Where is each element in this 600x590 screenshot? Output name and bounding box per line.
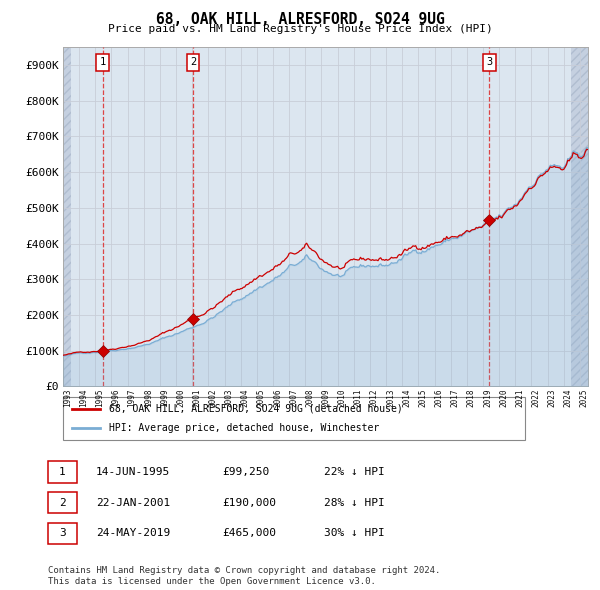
Text: 22% ↓ HPI: 22% ↓ HPI (324, 467, 385, 477)
Text: 1993: 1993 (63, 388, 72, 407)
Text: Price paid vs. HM Land Registry's House Price Index (HPI): Price paid vs. HM Land Registry's House … (107, 24, 493, 34)
Text: 2010: 2010 (338, 388, 347, 407)
Text: 2: 2 (59, 498, 66, 507)
Text: 2008: 2008 (305, 388, 314, 407)
Text: 2000: 2000 (176, 388, 185, 407)
Text: 2015: 2015 (418, 388, 427, 407)
FancyBboxPatch shape (63, 397, 525, 440)
Text: 2012: 2012 (370, 388, 379, 407)
Text: 3: 3 (59, 529, 66, 538)
Text: 2016: 2016 (434, 388, 443, 407)
Text: 1997: 1997 (128, 388, 137, 407)
Text: Contains HM Land Registry data © Crown copyright and database right 2024.
This d: Contains HM Land Registry data © Crown c… (48, 566, 440, 586)
Text: 2: 2 (190, 57, 196, 67)
Text: 14-JUN-1995: 14-JUN-1995 (96, 467, 170, 477)
Text: 2019: 2019 (483, 388, 492, 407)
Text: £190,000: £190,000 (222, 498, 276, 507)
Text: 22-JAN-2001: 22-JAN-2001 (96, 498, 170, 507)
Text: 68, OAK HILL, ALRESFORD, SO24 9UG (detached house): 68, OAK HILL, ALRESFORD, SO24 9UG (detac… (109, 404, 403, 414)
Text: 2020: 2020 (499, 388, 508, 407)
Text: 2018: 2018 (467, 388, 476, 407)
Text: 1: 1 (59, 467, 66, 477)
Text: £465,000: £465,000 (222, 529, 276, 538)
Text: 2021: 2021 (515, 388, 524, 407)
Text: 2003: 2003 (224, 388, 233, 407)
Text: 30% ↓ HPI: 30% ↓ HPI (324, 529, 385, 538)
Text: 2001: 2001 (192, 388, 201, 407)
Text: 2025: 2025 (580, 388, 589, 407)
Text: 1994: 1994 (79, 388, 88, 407)
Text: 2002: 2002 (208, 388, 217, 407)
Text: £99,250: £99,250 (222, 467, 269, 477)
Text: 1995: 1995 (95, 388, 104, 407)
Text: HPI: Average price, detached house, Winchester: HPI: Average price, detached house, Winc… (109, 423, 379, 433)
Text: 2023: 2023 (548, 388, 557, 407)
Text: 1998: 1998 (144, 388, 153, 407)
Text: 2024: 2024 (564, 388, 573, 407)
Text: 2007: 2007 (289, 388, 298, 407)
Text: 2017: 2017 (451, 388, 460, 407)
Text: 2006: 2006 (273, 388, 282, 407)
Text: 1: 1 (100, 57, 106, 67)
Text: 2009: 2009 (322, 388, 331, 407)
Text: 2022: 2022 (532, 388, 541, 407)
Text: 1999: 1999 (160, 388, 169, 407)
Text: 68, OAK HILL, ALRESFORD, SO24 9UG: 68, OAK HILL, ALRESFORD, SO24 9UG (155, 12, 445, 27)
Text: 1996: 1996 (112, 388, 121, 407)
Text: 2004: 2004 (241, 388, 250, 407)
Text: 2013: 2013 (386, 388, 395, 407)
Text: 28% ↓ HPI: 28% ↓ HPI (324, 498, 385, 507)
Text: 3: 3 (486, 57, 493, 67)
Text: 24-MAY-2019: 24-MAY-2019 (96, 529, 170, 538)
Text: 2014: 2014 (402, 388, 411, 407)
Text: 2011: 2011 (354, 388, 363, 407)
Text: 2005: 2005 (257, 388, 266, 407)
